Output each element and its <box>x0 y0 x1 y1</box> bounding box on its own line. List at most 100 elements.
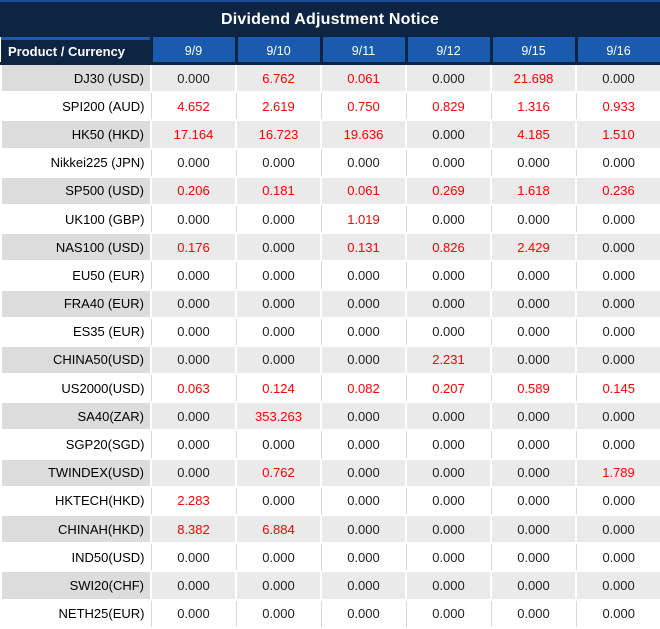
value-cell: 0.061 <box>320 176 406 206</box>
table-row: DJ30 (USD) 0.000 6.762 0.061 0.000 21.698 0.00… <box>0 63 660 94</box>
value-cell: 0.000 <box>150 261 236 291</box>
value-cell: 0.000 <box>320 430 406 460</box>
value-cell: 0.589 <box>490 374 576 404</box>
value-cell: 2.283 <box>150 486 236 517</box>
value-cell: 0.207 <box>405 374 491 404</box>
product-cell: SWI20(CHF) <box>0 571 151 601</box>
value-cell: 1.510 <box>575 120 660 150</box>
value-cell: 0.000 <box>575 430 660 460</box>
value-cell: 0.000 <box>320 402 406 432</box>
value-cell: 0.000 <box>405 515 491 545</box>
product-cell: SGP20(SGD) <box>1 430 151 460</box>
value-cell: 0.124 <box>235 374 321 404</box>
value-cell: 0.000 <box>490 430 576 460</box>
page-title: Dividend Adjustment Notice <box>0 2 660 37</box>
value-cell: 0.000 <box>575 233 660 263</box>
value-cell: 16.723 <box>235 120 321 150</box>
value-cell: 0.000 <box>575 289 660 319</box>
value-cell: 0.000 <box>575 317 660 347</box>
value-cell: 0.000 <box>575 402 660 432</box>
value-cell: 1.316 <box>490 92 576 122</box>
value-cell: 0.000 <box>235 261 321 291</box>
value-cell: 2.429 <box>490 233 576 263</box>
table-row: ES35 (EUR) 0.000 0.000 0.000 0.000 0.000 0.000 <box>1 317 660 347</box>
product-cell: Nikkei225 (JPN) <box>1 148 151 178</box>
product-cell: NAS100 (USD) <box>0 233 151 263</box>
value-cell: 0.000 <box>320 486 406 517</box>
value-cell: 0.000 <box>235 148 321 178</box>
product-cell: SPI200 (AUD) <box>1 92 151 122</box>
value-cell: 0.000 <box>150 543 236 573</box>
value-cell: 0.000 <box>150 204 236 235</box>
product-cell: CHINAH(HKD) <box>0 515 151 545</box>
value-cell: 1.019 <box>320 204 406 235</box>
table-row: Nikkei225 (JPN) 0.000 0.000 0.000 0.000 0.000… <box>1 148 660 178</box>
value-cell: 0.000 <box>235 233 321 263</box>
value-cell: 0.000 <box>575 204 660 235</box>
value-cell: 0.000 <box>405 204 491 235</box>
value-cell: 0.000 <box>235 345 321 376</box>
value-cell: 0.000 <box>235 317 321 347</box>
value-cell: 0.000 <box>575 345 660 376</box>
product-cell: SA40(ZAR) <box>0 402 151 432</box>
table-row: SP500 (USD) 0.206 0.181 0.061 0.269 1.618 0.23… <box>0 176 660 206</box>
value-cell: 0.000 <box>490 515 576 545</box>
value-cell: 0.000 <box>575 515 660 545</box>
product-cell: ES35 (EUR) <box>1 317 151 347</box>
date-header-cell: 9/10 <box>234 37 323 65</box>
value-cell: 0.000 <box>150 345 236 376</box>
table-row: HK50 (HKD) 17.164 16.723 19.636 0.000 4.185 1.… <box>0 120 660 150</box>
value-cell: 0.000 <box>320 345 406 376</box>
value-cell: 0.082 <box>320 374 406 404</box>
value-cell: 0.000 <box>490 599 576 629</box>
value-cell: 0.000 <box>320 515 406 545</box>
value-cell: 0.000 <box>490 402 576 432</box>
table-body: DJ30 (USD) 0.000 6.762 0.061 0.000 21.698 0.00… <box>0 63 660 629</box>
product-cell: IND50(USD) <box>1 543 151 573</box>
value-cell: 0.000 <box>490 261 576 291</box>
value-cell: 0.000 <box>575 486 660 517</box>
value-cell: 17.164 <box>150 120 236 150</box>
value-cell: 0.269 <box>405 176 491 206</box>
value-cell: 0.000 <box>405 486 491 517</box>
value-cell: 0.000 <box>405 120 491 150</box>
product-currency-header: Product / Currency <box>1 37 153 65</box>
value-cell: 0.000 <box>405 571 491 601</box>
product-cell: CHINA50(USD) <box>0 345 151 376</box>
value-cell: 0.000 <box>575 63 660 94</box>
value-cell: 0.000 <box>150 599 236 629</box>
value-cell: 0.000 <box>320 543 406 573</box>
table-row: FRA40 (EUR) 0.000 0.000 0.000 0.000 0.000 0.00… <box>0 289 660 319</box>
value-cell: 0.000 <box>575 571 660 601</box>
value-cell: 0.000 <box>320 458 406 488</box>
value-cell: 0.000 <box>235 571 321 601</box>
date-header-cell: 9/11 <box>319 37 408 65</box>
value-cell: 6.884 <box>235 515 321 545</box>
value-cell: 0.000 <box>575 543 660 573</box>
value-cell: 19.636 <box>320 120 406 150</box>
value-cell: 2.619 <box>235 92 321 122</box>
value-cell: 0.000 <box>405 458 491 488</box>
value-cell: 0.000 <box>575 261 660 291</box>
value-cell: 0.000 <box>235 486 321 517</box>
product-cell: NETH25(EUR) <box>1 599 151 629</box>
product-cell: SP500 (USD) <box>0 176 151 206</box>
value-cell: 0.131 <box>320 233 406 263</box>
value-cell: 0.000 <box>320 148 406 178</box>
value-cell: 0.000 <box>490 486 576 517</box>
value-cell: 0.000 <box>405 599 491 629</box>
table-row: SWI20(CHF) 0.000 0.000 0.000 0.000 0.000 0.000 <box>0 571 660 601</box>
dividend-table: Product / Currency 9/9 9/10 9/11 9/12 9/15 9/1… <box>0 37 660 629</box>
value-cell: 0.829 <box>405 92 491 122</box>
table-header: Product / Currency 9/9 9/10 9/11 9/12 9/15 9/1… <box>1 37 660 65</box>
value-cell: 0.000 <box>320 317 406 347</box>
value-cell: 0.000 <box>150 458 236 488</box>
value-cell: 0.000 <box>405 289 491 319</box>
value-cell: 0.000 <box>490 345 576 376</box>
value-cell: 0.000 <box>235 543 321 573</box>
date-header-cell: 9/12 <box>404 37 493 65</box>
value-cell: 0.000 <box>405 402 491 432</box>
value-cell: 6.762 <box>235 63 321 94</box>
date-header-cell: 9/9 <box>149 37 238 65</box>
